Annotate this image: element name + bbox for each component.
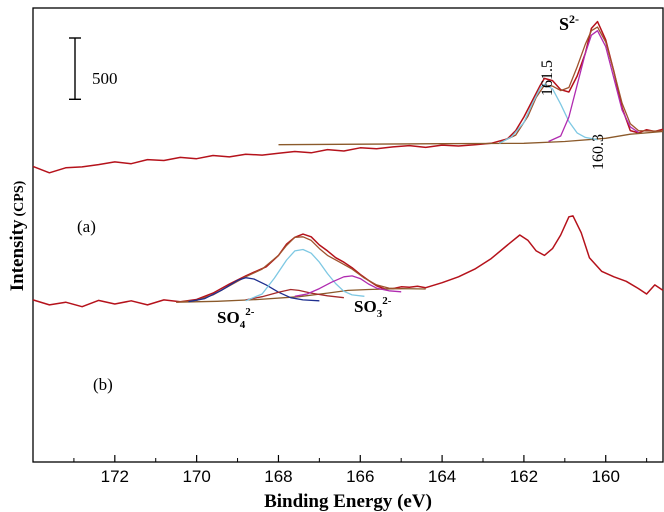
series-a-envelope	[499, 26, 663, 144]
scale-bar-label: 500	[92, 69, 118, 88]
series-b-envelope	[176, 236, 402, 303]
series-b-sulfite	[294, 275, 402, 297]
series-a-background	[278, 130, 664, 146]
panel-label-a: (a)	[77, 217, 96, 236]
series-a-raw	[32, 20, 664, 174]
series-b-sulfate	[188, 277, 320, 303]
annotation-sulfite: SO32-	[354, 295, 392, 320]
series-a-sulfide-160	[548, 30, 639, 143]
curves	[32, 20, 664, 308]
x-tick-label-168: 168	[264, 467, 292, 486]
series-b-main-b	[245, 248, 365, 302]
x-tick-label-170: 170	[182, 467, 210, 486]
annotation-peak-161-5: 161.5	[539, 60, 556, 96]
y-axis-title: Intensity(CPS)	[7, 180, 28, 291]
annotation-sulfate: SO42-	[217, 306, 255, 331]
plot-frame	[32, 7, 664, 463]
x-tick-label-160: 160	[592, 467, 620, 486]
scale-bar: 500	[69, 37, 118, 100]
series-b-mid-b	[245, 288, 344, 301]
x-tick-label-166: 166	[346, 467, 374, 486]
series-a-sulfide-161	[499, 83, 598, 144]
annotation-peak-160-3: 160.3	[590, 134, 607, 170]
x-tick-label-162: 162	[510, 467, 538, 486]
x-ticks: 172 170 168 166 164 162 160	[73, 455, 648, 486]
panel-label-b: (b)	[93, 375, 113, 394]
x-tick-label-172: 172	[101, 467, 129, 486]
series-b-background	[176, 287, 426, 303]
annotation-sulfide: S2-	[559, 12, 579, 34]
x-tick-label-164: 164	[428, 467, 456, 486]
x-axis-title: Binding Energy (eV)	[264, 491, 432, 512]
